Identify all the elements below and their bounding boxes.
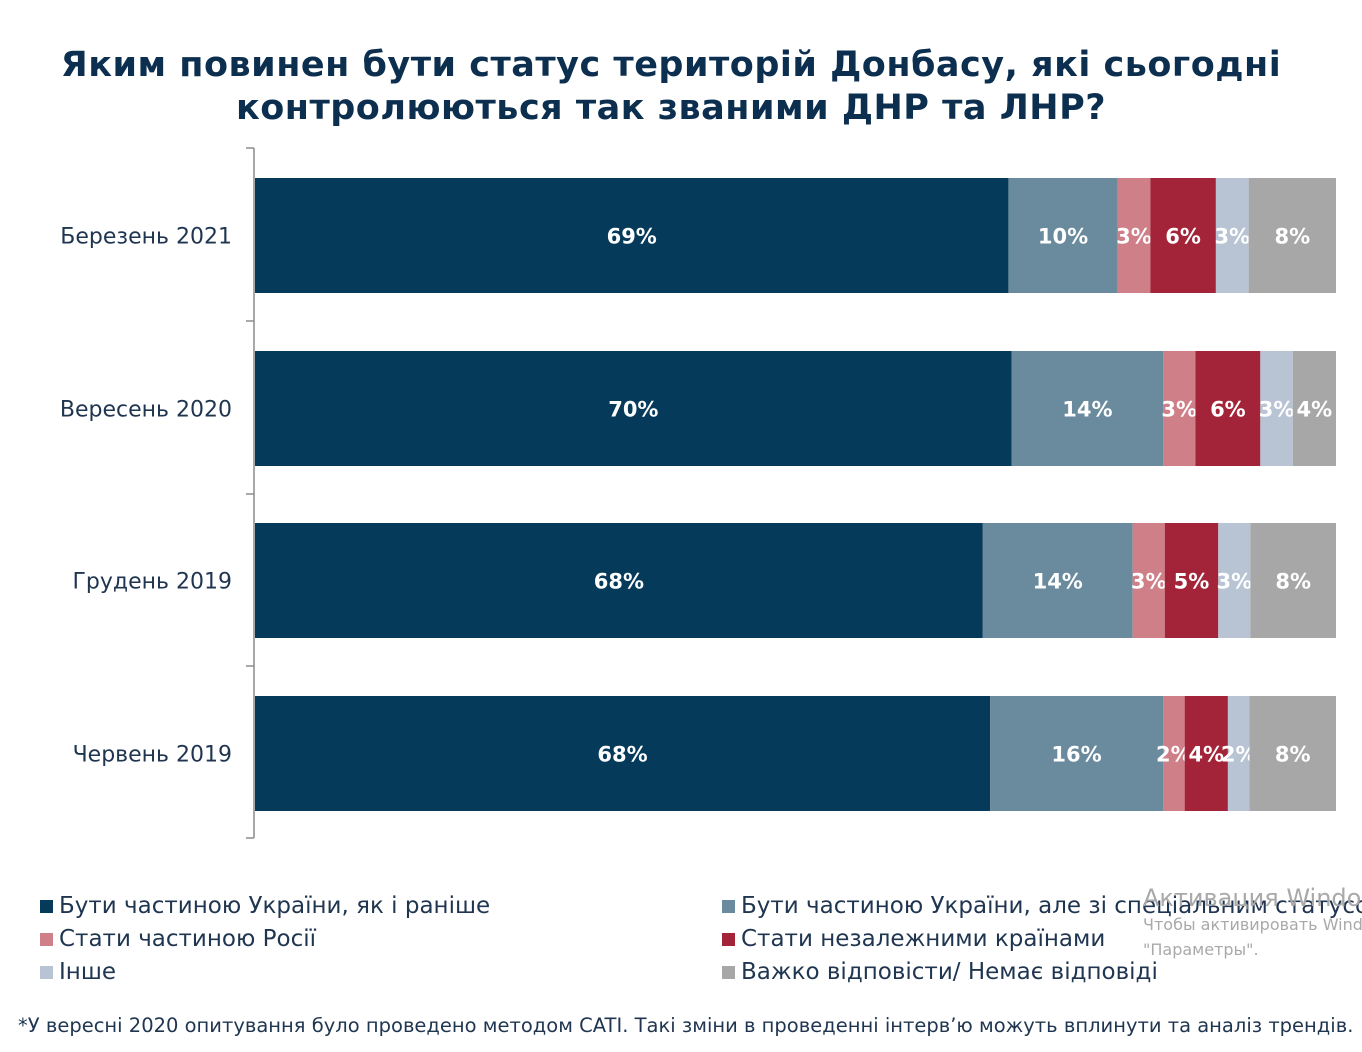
legend-item: Стати частиною Росії: [40, 926, 316, 952]
data-label: 4%: [1188, 743, 1224, 767]
bar-segment: [1218, 523, 1251, 638]
data-label: 68%: [594, 570, 644, 594]
legend-item: Бути частиною України, як і раніше: [40, 893, 490, 919]
data-label: 5%: [1174, 570, 1210, 594]
bar-segment: [990, 696, 1164, 811]
data-label: 14%: [1062, 398, 1112, 422]
data-label: 68%: [597, 743, 647, 767]
legend-swatch: [722, 899, 735, 913]
bar-segment: [255, 696, 991, 811]
bar-segment: [982, 523, 1133, 638]
chart-title: Яким повинен бути статус територій Донба…: [60, 44, 1282, 130]
data-label: 16%: [1051, 743, 1101, 767]
data-label: 10%: [1038, 225, 1088, 249]
bar-segment: [1250, 523, 1336, 638]
legend-item: Бути частиною України, але зі спеціальни…: [722, 893, 1362, 919]
footnote: *У вересні 2020 опитування було проведен…: [18, 1014, 1354, 1037]
bar-segment: [255, 178, 1009, 293]
category-label: Березень 2021: [60, 225, 232, 250]
bar-segment: [1248, 178, 1336, 293]
category-label: Червень 2019: [73, 743, 232, 768]
category-label: Вересень 2020: [60, 398, 232, 423]
legend-swatch: [40, 932, 53, 946]
data-label: 3%: [1259, 398, 1295, 422]
legend-label: Стати частиною Росії: [59, 926, 317, 952]
data-label: 3%: [1116, 225, 1152, 249]
watermark-line-2: Чтобы активировать Windo: [1143, 915, 1362, 934]
bar-segment: [1260, 351, 1293, 466]
bar-segment: [1215, 178, 1249, 293]
category-label: Грудень 2019: [73, 570, 232, 595]
data-label: 3%: [1216, 570, 1252, 594]
data-label: 3%: [1131, 570, 1167, 594]
bar-segment: [1150, 178, 1216, 293]
bar-segment: [255, 351, 1012, 466]
bar-segment: [1292, 351, 1336, 466]
bar-segment: [1132, 523, 1165, 638]
windows-activation-watermark: Активация Window Чтобы активировать Wind…: [1143, 884, 1362, 962]
legend-item: Стати незалежними країнами: [722, 926, 1105, 952]
data-label: 69%: [607, 225, 657, 249]
legend-label: Стати незалежними країнами: [741, 926, 1106, 952]
chart-title-line-2: контролюються так званими ДНР та ЛНР?: [235, 88, 1107, 128]
legend-swatch: [722, 932, 735, 946]
bar-segment: [1195, 351, 1261, 466]
data-label: 8%: [1274, 225, 1310, 249]
data-label: 4%: [1297, 398, 1333, 422]
data-label: 70%: [608, 398, 658, 422]
data-label: 8%: [1275, 570, 1311, 594]
bar-segment: [1163, 696, 1185, 811]
data-label: 3%: [1214, 225, 1250, 249]
chart-title-line-1: Яким повинен бути статус територій Донба…: [60, 45, 1282, 85]
data-label: 14%: [1033, 570, 1083, 594]
bar-segment: [1184, 696, 1228, 811]
bar-segment: [1227, 696, 1250, 811]
data-label: 3%: [1161, 398, 1197, 422]
bar-segment: [1008, 178, 1118, 293]
data-label: 8%: [1275, 743, 1311, 767]
bar-segment: [1164, 523, 1219, 638]
bar-segment: [1011, 351, 1164, 466]
legend-label: Бути частиною України, як і раніше: [59, 893, 491, 919]
legend-item: Інше: [40, 959, 116, 985]
legend-label: Інше: [59, 959, 117, 985]
legend-item: Важко відповісти/ Немає відповіді: [722, 959, 1158, 985]
legend-swatch: [40, 965, 53, 979]
bar-segment: [1249, 696, 1336, 811]
bar-segment: [1163, 351, 1196, 466]
data-label: 6%: [1165, 225, 1201, 249]
legend-swatch: [722, 965, 735, 979]
bar-segment: [1117, 178, 1151, 293]
watermark-line-1: Активация Window: [1143, 884, 1362, 912]
bar-segment: [255, 523, 983, 638]
legend-swatch: [40, 899, 53, 913]
legend-label: Бути частиною України, але зі спеціальни…: [741, 893, 1362, 919]
legend-label: Важко відповісти/ Немає відповіді: [741, 959, 1158, 985]
watermark-line-3: "Параметры".: [1143, 940, 1259, 959]
data-label: 6%: [1210, 398, 1246, 422]
